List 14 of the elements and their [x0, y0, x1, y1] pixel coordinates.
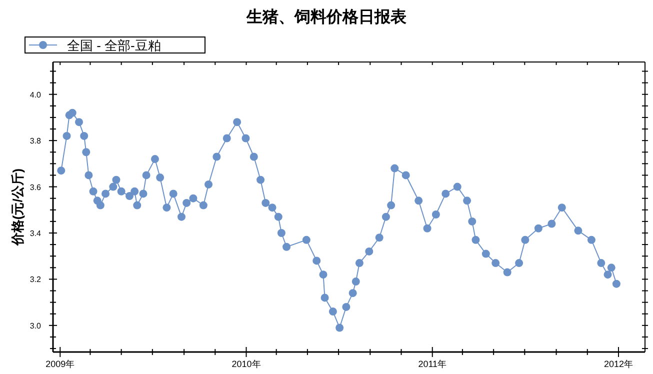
x-tick-label: 2012年: [604, 359, 633, 369]
y-axis-title: 价格(元/公斤): [10, 168, 25, 247]
chart-title: 生猪、饲料价格日报表: [246, 8, 408, 26]
legend-label: 全国 - 全部-豆粕: [67, 38, 161, 53]
x-tick-label: 2009年: [46, 359, 75, 369]
y-tick-label: 3.0: [30, 321, 42, 330]
y-tick-label: 4.0: [30, 90, 42, 100]
y-tick-label: 3.2: [30, 275, 42, 284]
y-tick-label: 3.8: [30, 136, 42, 146]
legend: 全国 - 全部-豆粕: [24, 36, 206, 54]
x-tick-label: 2010年: [232, 359, 261, 369]
y-tick-label: 3.6: [30, 182, 42, 192]
y-tick-label: 3.4: [30, 228, 42, 238]
x-tick-label: 2011年: [418, 359, 447, 369]
